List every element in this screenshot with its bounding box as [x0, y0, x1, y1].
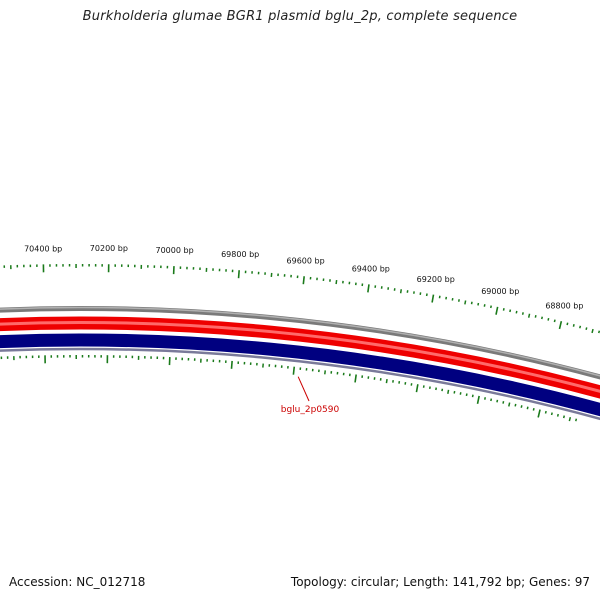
- inner-tick: [526, 406, 529, 410]
- page-title: Burkholderia glumae BGR1 plasmid bglu_2p…: [82, 9, 518, 24]
- outer-tick: [483, 304, 486, 307]
- outer-tick: [431, 294, 435, 303]
- inner-tick: [520, 405, 523, 408]
- inner-tick: [575, 418, 578, 422]
- inner-tick: [514, 403, 517, 407]
- position-ruler: [0, 263, 600, 422]
- outer-tick: [572, 324, 575, 327]
- outer-tick: [527, 313, 531, 318]
- outer-tick: [566, 322, 569, 326]
- outer-tick: [502, 308, 505, 311]
- inner-tick: [385, 379, 388, 384]
- outer-tick: [515, 310, 518, 314]
- ruler-label: 69000 bp: [481, 287, 519, 296]
- accession-footer: Accession: NC_012718: [9, 575, 145, 589]
- ruler-labels: 70400 bp 70200 bp 70000 bp 69800 bp 69600 bp…: [24, 244, 583, 310]
- ruler-label: 69600 bp: [287, 256, 325, 265]
- gene-callout-line: [297, 376, 310, 402]
- inner-tick: [354, 374, 357, 383]
- outer-tick: [335, 279, 338, 285]
- inner-tick: [537, 409, 541, 418]
- outer-tick: [237, 270, 240, 279]
- outer-tick: [464, 300, 467, 305]
- inner-tick: [292, 366, 296, 375]
- gc-ring-highlight: [0, 306, 600, 377]
- outer-tick: [553, 319, 556, 323]
- inner-tick: [476, 395, 480, 404]
- outer-tick: [585, 327, 588, 331]
- inner-tick: [324, 370, 327, 375]
- outer-tick: [540, 316, 544, 320]
- topology-footer: Topology: circular; Length: 141,792 bp; …: [290, 575, 590, 589]
- inner-tick: [447, 389, 450, 394]
- plasmid-rings: [0, 306, 600, 421]
- accession-value: NC_012718: [76, 575, 146, 589]
- inner-tick: [230, 360, 233, 369]
- inner-tick: [490, 398, 493, 402]
- inner-tick: [471, 394, 474, 398]
- outer-tick: [591, 328, 594, 334]
- outer-tick: [558, 320, 563, 330]
- forward-strand-shade: [0, 321, 600, 393]
- outer-tick: [521, 312, 524, 315]
- reverse-strand-edge: [0, 347, 600, 421]
- inner-tick: [502, 401, 505, 404]
- ruler-label: 69800 bp: [221, 250, 259, 259]
- inner-tick: [508, 402, 511, 407]
- outer-tick: [547, 317, 550, 321]
- inner-tick: [415, 384, 419, 393]
- ruler-label: 69400 bp: [352, 265, 390, 274]
- gene-label[interactable]: bglu_2p0590: [281, 405, 340, 415]
- inner-tick: [562, 415, 566, 419]
- outer-tick: [302, 276, 305, 285]
- inner-tick: [550, 412, 553, 416]
- outer-tick: [490, 305, 492, 309]
- ruler-label: 70200 bp: [90, 244, 128, 253]
- inner-tick: [484, 397, 486, 400]
- inner-tick: [544, 410, 547, 414]
- outer-tick: [367, 284, 370, 293]
- outer-tick: [534, 315, 537, 318]
- inner-tick: [532, 407, 535, 411]
- accession-label: Accession:: [9, 575, 73, 589]
- ruler-label: 68800 bp: [545, 302, 583, 311]
- outer-tick: [509, 309, 512, 313]
- outer-tick: [495, 306, 499, 315]
- inner-tick: [496, 399, 499, 403]
- ruler-label: 69200 bp: [417, 275, 455, 284]
- ruler-label: 70400 bp: [24, 244, 62, 253]
- reverse-strand-ring: [0, 333, 600, 417]
- outer-tick: [579, 325, 582, 329]
- inner-tick: [568, 416, 572, 422]
- outer-tick: [598, 330, 600, 334]
- gene-callouts: bglu_2p0590: [281, 376, 340, 415]
- ruler-label: 70000 bp: [156, 246, 194, 255]
- gc-ring-outer: [0, 306, 600, 380]
- inner-tick: [556, 413, 559, 417]
- outer-tick: [399, 289, 403, 294]
